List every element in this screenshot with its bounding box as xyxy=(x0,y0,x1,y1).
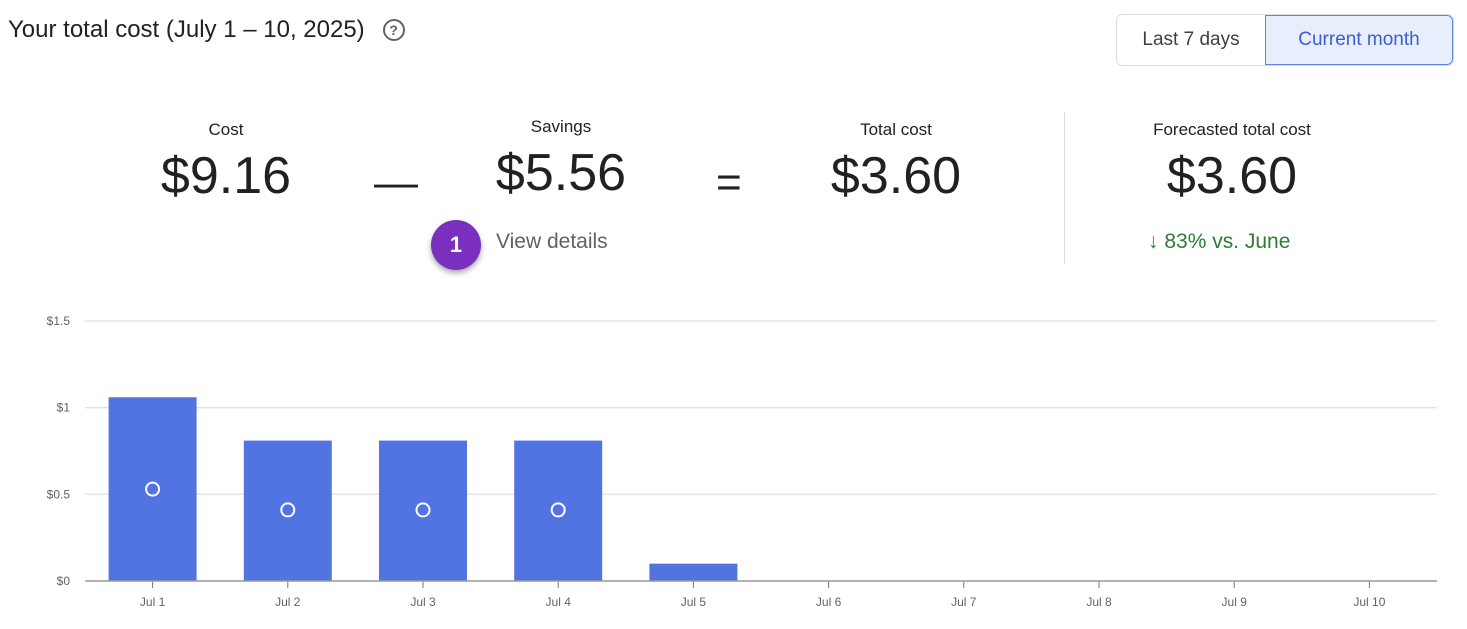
forecast-trend: ↓ 83% vs. June xyxy=(1148,230,1290,254)
x-tick-label: Jul 8 xyxy=(1086,595,1112,609)
y-tick-label: $1 xyxy=(57,401,71,415)
equals-sign: = xyxy=(716,158,742,207)
title-text: Your total cost (July 1 – 10, 2025) xyxy=(8,16,365,43)
x-tick-label: Jul 4 xyxy=(546,595,572,609)
y-tick-label: $0 xyxy=(57,574,71,588)
total-cost-value: $3.60 xyxy=(830,147,962,205)
x-tick-label: Jul 6 xyxy=(816,595,842,609)
annotation-badge: 1 xyxy=(431,220,481,270)
bar xyxy=(379,440,467,581)
cost-stat: Cost $9.16 xyxy=(96,120,356,206)
total-cost-label: Total cost xyxy=(860,120,932,139)
x-tick-label: Jul 10 xyxy=(1353,595,1385,609)
forecast-value: $3.60 xyxy=(1166,147,1298,205)
point-marker xyxy=(145,481,161,497)
y-tick-label: $0.5 xyxy=(47,487,71,501)
help-icon[interactable]: ? xyxy=(382,19,405,41)
bar xyxy=(514,440,603,581)
x-tick-label: Jul 1 xyxy=(140,595,166,609)
minus-sign: — xyxy=(374,158,418,207)
bar xyxy=(243,440,332,581)
forecast-stat: Forecasted total cost $3.60 xyxy=(1102,120,1362,206)
savings-label: Savings xyxy=(530,117,592,136)
last-7-days-button[interactable]: Last 7 days xyxy=(1142,29,1240,50)
savings-value: $5.56 xyxy=(495,144,627,202)
x-tick-label: Jul 9 xyxy=(1222,595,1248,609)
x-tick-label: Jul 3 xyxy=(410,595,436,609)
forecast-label: Forecasted total cost xyxy=(1153,120,1311,139)
point-marker xyxy=(280,502,296,518)
total-cost-stat: Total cost $3.60 xyxy=(766,120,1026,206)
current-month-button[interactable]: Current month xyxy=(1265,15,1453,65)
bar xyxy=(108,397,197,581)
x-tick-label: Jul 5 xyxy=(681,595,707,609)
cost-label: Cost xyxy=(208,120,244,139)
trend-text: 83% vs. June xyxy=(1164,230,1291,253)
cost-value: $9.16 xyxy=(160,147,292,205)
savings-stat: Savings $5.56 xyxy=(431,117,691,203)
bar xyxy=(649,563,738,581)
point-marker xyxy=(550,502,566,518)
divider xyxy=(1064,112,1065,264)
date-range-toggle: Last 7 days Current month xyxy=(1116,14,1454,66)
point-marker xyxy=(415,502,431,518)
arrow-down-icon: ↓ xyxy=(1148,230,1159,253)
page-title: Your total cost (July 1 – 10, 2025) ? xyxy=(8,16,405,44)
x-tick-label: Jul 2 xyxy=(275,595,301,609)
view-details-link[interactable]: View details xyxy=(496,230,608,253)
x-tick-label: Jul 7 xyxy=(951,595,977,609)
y-tick-label: $1.5 xyxy=(47,314,71,328)
